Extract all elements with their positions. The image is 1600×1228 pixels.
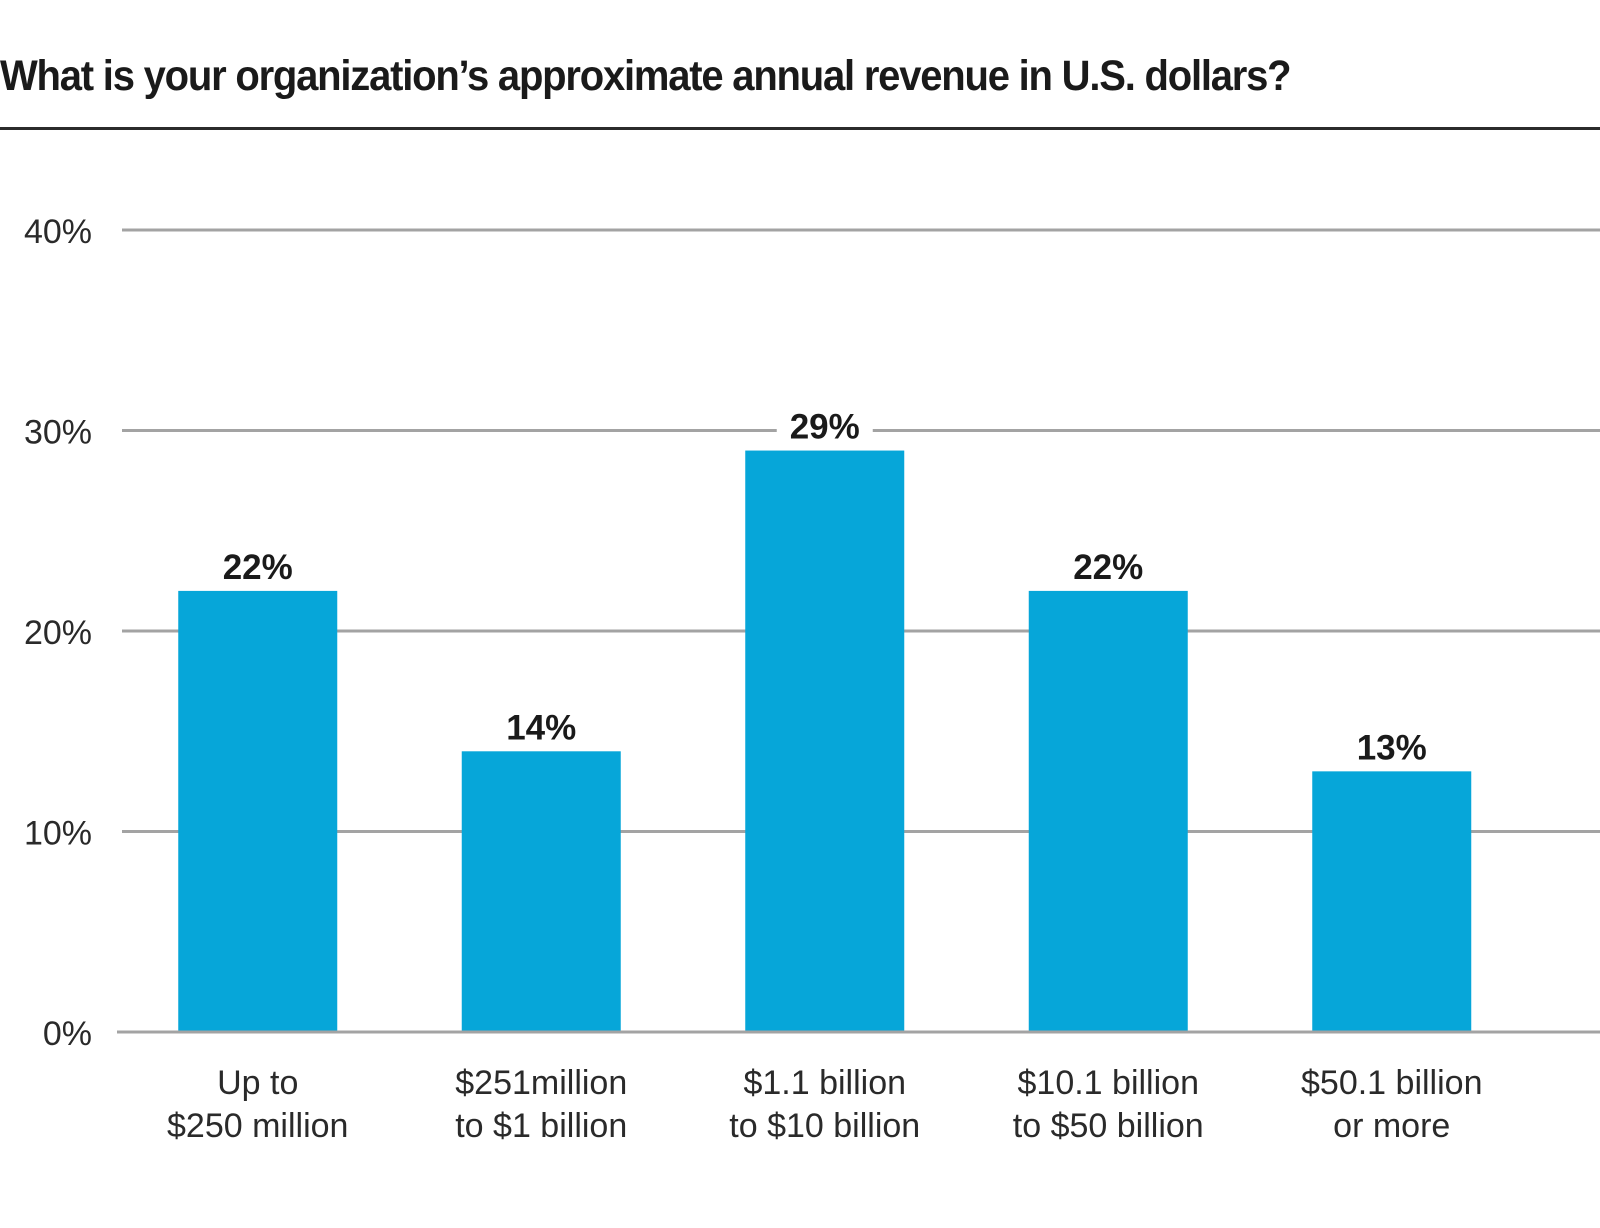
y-tick-label: 10% bbox=[24, 815, 92, 853]
bar bbox=[461, 751, 621, 1031]
x-category-label: $250 million bbox=[167, 1107, 348, 1145]
x-category-label: to $10 billion bbox=[729, 1107, 920, 1145]
y-axis-ticks: 0% 10% 20% 30% 40% bbox=[24, 213, 92, 1053]
bars bbox=[178, 450, 1472, 1031]
x-category-label: to $50 billion bbox=[1013, 1107, 1204, 1145]
x-axis-categories: Up to $250 million $251million to $1 billio… bbox=[167, 1064, 1482, 1145]
x-category-label: $1.1 billion bbox=[743, 1064, 906, 1102]
bar bbox=[1312, 771, 1472, 1031]
title-divider bbox=[0, 127, 1600, 130]
value-label: 14% bbox=[506, 708, 576, 747]
value-label: 22% bbox=[1073, 548, 1143, 587]
x-category-label: $50.1 billion bbox=[1301, 1064, 1482, 1102]
y-tick-label: 20% bbox=[24, 614, 92, 652]
value-labels: 22% 14% 29% 22% 13% bbox=[209, 406, 1440, 767]
y-tick-label: 40% bbox=[24, 213, 92, 251]
x-category-label: $251million bbox=[455, 1064, 627, 1102]
value-label-background bbox=[209, 546, 306, 585]
chart-title: What is your organization’s approximate … bbox=[0, 52, 1292, 100]
y-tick-label: 0% bbox=[43, 1015, 92, 1053]
value-label: 29% bbox=[790, 408, 860, 447]
x-category-label: to $1 billion bbox=[455, 1107, 627, 1145]
value-label: 22% bbox=[223, 548, 293, 587]
value-label-background bbox=[1060, 546, 1157, 585]
value-label-background bbox=[1343, 727, 1440, 766]
value-label: 13% bbox=[1357, 728, 1427, 767]
x-category-label: Up to bbox=[217, 1064, 298, 1102]
y-tick-label: 30% bbox=[24, 414, 92, 452]
bar bbox=[178, 590, 338, 1031]
bar bbox=[745, 450, 905, 1031]
x-category-label: or more bbox=[1333, 1107, 1450, 1145]
value-label-background bbox=[493, 707, 590, 746]
bar bbox=[1028, 590, 1188, 1031]
x-category-label: $10.1 billion bbox=[1018, 1064, 1199, 1102]
value-label-background bbox=[776, 406, 873, 445]
